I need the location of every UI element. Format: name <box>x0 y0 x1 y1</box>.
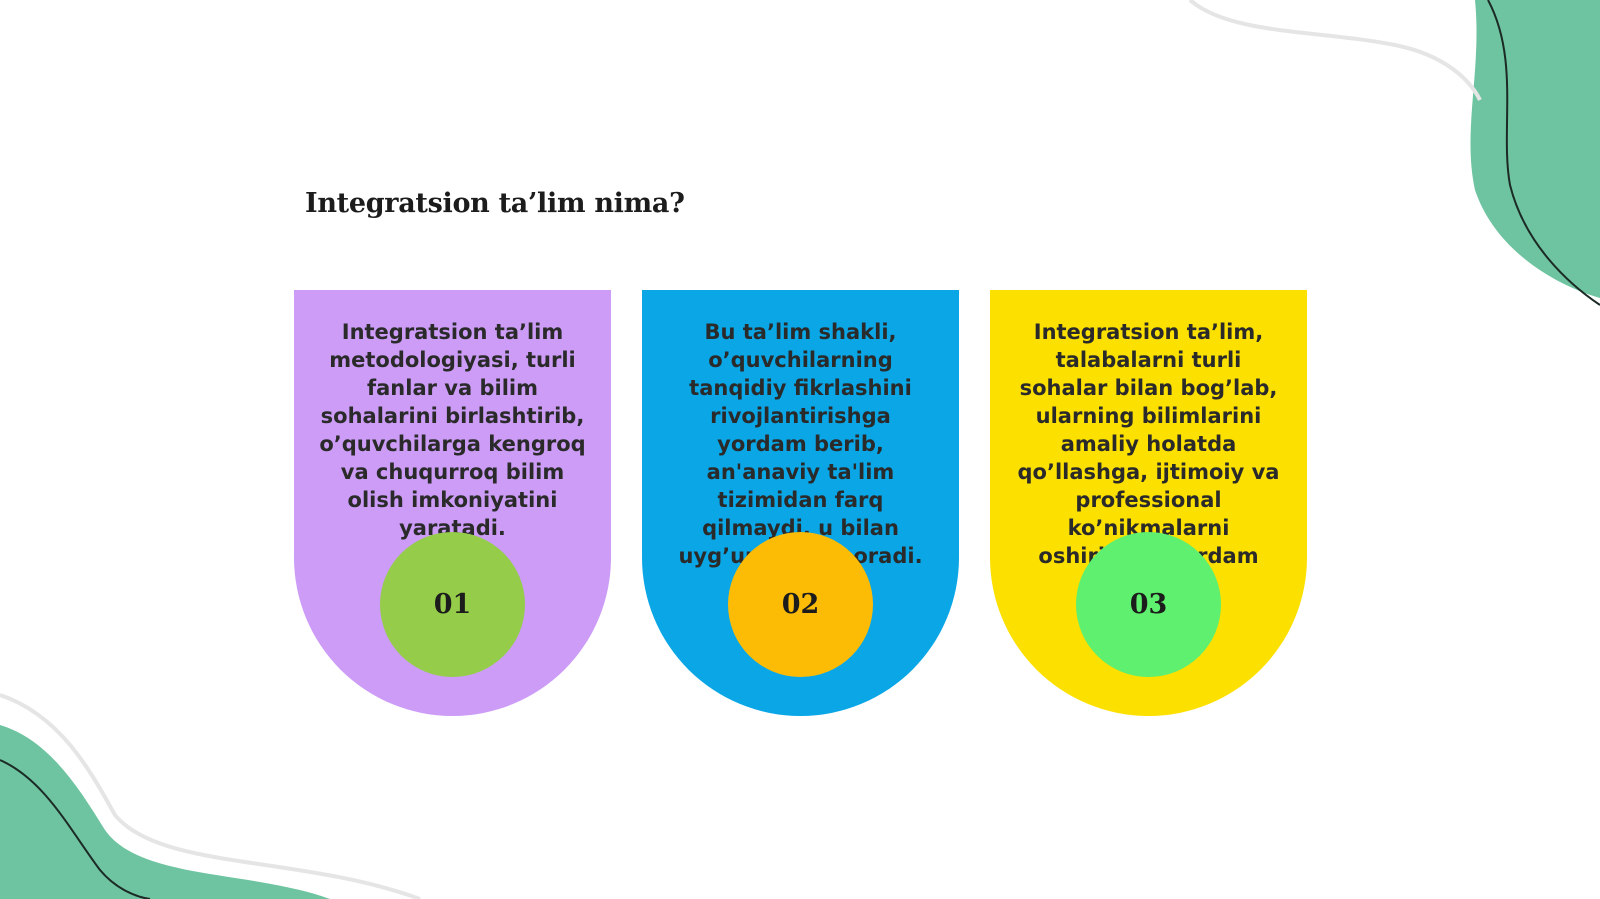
card-03-number: 03 <box>1129 589 1168 620</box>
card-01: Integratsion ta’lim metodologiyasi, turl… <box>294 290 611 716</box>
top-right-wave-outline <box>1487 0 1600 306</box>
card-03-number-badge: 03 <box>1076 532 1221 677</box>
top-right-wave <box>1470 0 1600 298</box>
card-03: Integratsion ta’lim, talabalarni turli s… <box>990 290 1307 716</box>
bottom-left-wave-outline <box>0 759 151 899</box>
card-01-text: Integratsion ta’lim metodologiyasi, turl… <box>319 320 586 540</box>
bottom-gray-sweep <box>0 693 421 899</box>
top-gray-sweep <box>1188 0 1482 101</box>
card-02-number: 02 <box>781 589 820 620</box>
bottom-left-wave <box>0 725 330 899</box>
card-02-number-badge: 02 <box>728 532 873 677</box>
card-01-number-badge: 01 <box>380 532 525 677</box>
slide-title: Integratsion ta’lim nima? <box>305 188 685 219</box>
card-02: Bu ta’lim shakli, o’quvchilarning tanqid… <box>642 290 959 716</box>
card-01-number: 01 <box>433 589 472 620</box>
